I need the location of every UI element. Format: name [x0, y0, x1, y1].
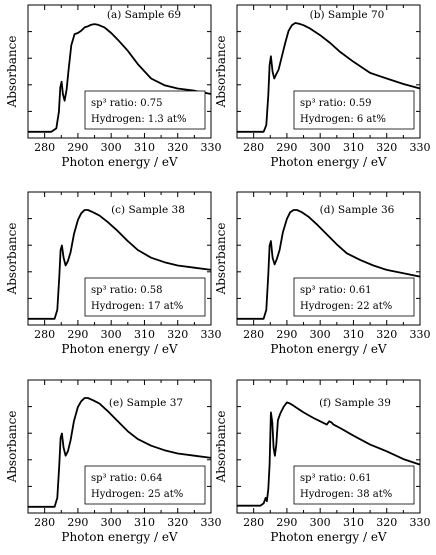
- x-axis-label: Photon energy / eV: [270, 155, 387, 169]
- x-axis-label: Photon energy / eV: [61, 342, 178, 356]
- panel-label: (d) Sample 36: [320, 204, 395, 216]
- x-axis-label: Photon energy / eV: [270, 530, 387, 544]
- hydrogen-text: Hydrogen: 6 at%: [300, 114, 386, 125]
- x-tick-label: 290: [67, 328, 88, 341]
- panel-label: (a) Sample 69: [107, 9, 181, 21]
- panel-d: 280 290 300 310 320 330 Photon energy / eV Abso…: [214, 192, 431, 356]
- x-tick-label: 320: [376, 141, 397, 154]
- x-tick-label: 310: [343, 516, 364, 529]
- x-tick-label: 300: [310, 516, 331, 529]
- panel-b: 280 290 300 310 320 330 Photon energy / eV Abso…: [214, 5, 431, 169]
- panel-a: 280 290 300 310 320 330 Photon energy / eV Abso…: [5, 5, 222, 169]
- hydrogen-text: Hydrogen: 1.3 at%: [91, 114, 186, 125]
- sp3-ratio-text: sp³ ratio: 0.58: [91, 285, 163, 296]
- x-tick-label: 330: [201, 516, 222, 529]
- x-tick-label: 280: [243, 328, 264, 341]
- x-tick-label: 300: [101, 516, 122, 529]
- y-axis-label: Absorbance: [5, 411, 19, 484]
- x-tick-label: 290: [276, 516, 297, 529]
- x-tick-label: 280: [243, 516, 264, 529]
- sp3-ratio-text: sp³ ratio: 0.61: [300, 285, 372, 296]
- y-axis-label: Absorbance: [214, 36, 228, 109]
- x-tick-label: 300: [310, 328, 331, 341]
- y-axis-label: Absorbance: [214, 411, 228, 484]
- y-axis-label: Absorbance: [5, 36, 19, 109]
- x-tick-label: 280: [34, 141, 55, 154]
- panel-label: (e) Sample 37: [109, 397, 183, 409]
- hydrogen-text: Hydrogen: 25 at%: [91, 489, 183, 500]
- x-tick-label: 330: [201, 141, 222, 154]
- hydrogen-text: Hydrogen: 22 at%: [300, 301, 392, 312]
- x-tick-label: 300: [101, 141, 122, 154]
- y-axis-label: Absorbance: [5, 223, 19, 296]
- x-tick-label: 280: [34, 516, 55, 529]
- sp3-ratio-text: sp³ ratio: 0.59: [300, 98, 372, 109]
- panel-label: (c) Sample 38: [111, 204, 185, 216]
- x-tick-label: 310: [343, 328, 364, 341]
- x-tick-label: 300: [101, 328, 122, 341]
- y-axis-label: Absorbance: [214, 223, 228, 296]
- x-axis-label: Photon energy / eV: [61, 530, 178, 544]
- sp3-ratio-text: sp³ ratio: 0.64: [91, 473, 163, 484]
- x-axis-label: Photon energy / eV: [270, 342, 387, 356]
- x-tick-label: 310: [134, 328, 155, 341]
- x-axis-label: Photon energy / eV: [61, 155, 178, 169]
- x-tick-label: 320: [376, 328, 397, 341]
- x-tick-label: 330: [410, 516, 431, 529]
- x-tick-label: 320: [376, 516, 397, 529]
- x-tick-label: 280: [34, 328, 55, 341]
- panel-e: 280 290 300 310 320 330 Photon energy / eV Abso…: [5, 380, 222, 544]
- x-tick-label: 280: [243, 141, 264, 154]
- x-tick-label: 300: [310, 141, 331, 154]
- hydrogen-text: Hydrogen: 38 at%: [300, 489, 392, 500]
- x-tick-label: 330: [410, 328, 431, 341]
- x-tick-label: 320: [167, 328, 188, 341]
- x-tick-label: 330: [201, 328, 222, 341]
- x-tick-label: 290: [67, 516, 88, 529]
- panel-c: 280 290 300 310 320 330 Photon energy / eV Abso…: [5, 192, 222, 356]
- x-tick-label: 290: [276, 141, 297, 154]
- x-tick-label: 290: [276, 328, 297, 341]
- panel-label: (b) Sample 70: [310, 9, 385, 21]
- panel-f: 280 290 300 310 320 330 Photon energy / eV Abso…: [214, 380, 431, 544]
- panel-label: (f) Sample 39: [319, 397, 391, 409]
- x-tick-label: 290: [67, 141, 88, 154]
- x-tick-label: 320: [167, 516, 188, 529]
- hydrogen-text: Hydrogen: 17 at%: [91, 301, 183, 312]
- sp3-ratio-text: sp³ ratio: 0.75: [91, 98, 163, 109]
- sp3-ratio-text: sp³ ratio: 0.61: [300, 473, 372, 484]
- x-tick-label: 320: [167, 141, 188, 154]
- x-tick-label: 310: [134, 516, 155, 529]
- x-tick-label: 330: [410, 141, 431, 154]
- x-tick-label: 310: [134, 141, 155, 154]
- x-tick-label: 310: [343, 141, 364, 154]
